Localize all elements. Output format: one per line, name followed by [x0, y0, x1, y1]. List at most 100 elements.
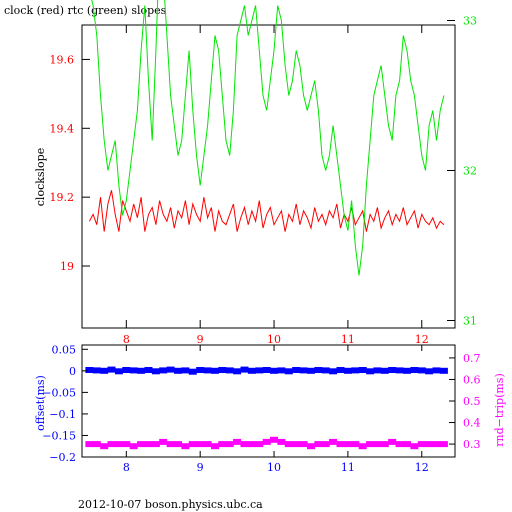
roundtrip-y2-tick-label: 0.6	[463, 373, 481, 386]
roundtrip-point	[144, 441, 153, 448]
rtc-series	[91, 0, 445, 276]
roundtrip-point	[403, 441, 411, 448]
roundtrip-point	[255, 441, 264, 448]
roundtrip-point	[100, 443, 109, 450]
roundtrip-point	[351, 441, 360, 448]
chart-title: clock (red) rtc (green) slopes	[4, 4, 167, 17]
slope-x-tick-label: 11	[341, 333, 355, 346]
slope-x-tick-label: 8	[123, 333, 130, 346]
roundtrip-point	[410, 443, 419, 450]
offset-point	[196, 367, 205, 373]
roundtrip-point	[262, 438, 271, 445]
slope-y2-tick-label: 31	[463, 315, 477, 328]
offset-point	[203, 367, 212, 374]
clock-line	[88, 190, 445, 232]
offset-y-tick-label: 0	[69, 365, 76, 378]
roundtrip-point	[247, 441, 256, 448]
offset-point	[358, 367, 367, 373]
offset-point	[395, 367, 404, 374]
offset-point	[85, 367, 94, 373]
offset-point	[425, 368, 434, 375]
offset-panel: 8 9 10 11 12 0.05 0 −0.05 −0.1 −0.15 −0.2 0.3 0.4 0.5…	[34, 343, 506, 474]
roundtrip-point	[114, 441, 123, 448]
footer-caption: 2012-10-07 boson.physics.ubc.ca	[78, 498, 263, 511]
roundtrip-point	[225, 441, 234, 448]
offset-point	[218, 367, 227, 373]
roundtrip-point	[336, 441, 345, 448]
offset-panel-ticks: 8 9 10 11 12 0.05 0 −0.05 −0.1 −0.15 −0.2 0.3 0.4 0.5…	[42, 343, 480, 474]
roundtrip-point	[395, 441, 404, 448]
offset-point	[292, 367, 301, 373]
slope-panel: 8 9 10 11 12 19 19.2 19.4 19.6 31 32 33 clockslope	[34, 0, 477, 346]
offset-point	[188, 368, 197, 375]
roundtrip-y2-tick-label: 0.3	[463, 438, 481, 451]
roundtrip-point	[417, 441, 426, 448]
offset-point	[299, 367, 308, 374]
roundtrip-point	[380, 441, 389, 448]
slope-y-tick-label: 19.2	[50, 191, 75, 204]
offset-point	[336, 367, 345, 373]
roundtrip-point	[439, 441, 448, 448]
roundtrip-point	[329, 438, 338, 445]
offset-y-tick-label: −0.2	[49, 451, 76, 464]
offset-point	[225, 367, 234, 374]
roundtrip-point	[292, 441, 301, 448]
slope-y-tick-label: 19	[60, 260, 74, 273]
offset-x-tick-label: 10	[267, 461, 281, 474]
offset-point	[174, 367, 182, 374]
roundtrip-point	[107, 441, 116, 448]
roundtrip-point	[211, 443, 219, 450]
offset-point	[417, 367, 426, 374]
roundtrip-point	[233, 438, 242, 445]
offset-point	[151, 368, 160, 375]
roundtrip-point	[181, 443, 190, 450]
offset-point	[166, 366, 175, 373]
roundtrip-point	[343, 441, 352, 448]
offset-x-tick-label: 12	[415, 461, 429, 474]
roundtrip-point	[432, 441, 441, 448]
roundtrip-point	[307, 443, 315, 450]
roundtrip-point	[373, 441, 382, 448]
roundtrip-point	[358, 443, 367, 450]
roundtrip-point	[166, 441, 175, 448]
roundtrip-point	[196, 441, 205, 448]
offset-point	[255, 367, 264, 374]
clock-series	[88, 190, 445, 232]
offset-point	[233, 368, 242, 375]
offset-point	[129, 367, 138, 374]
offset-point	[388, 367, 397, 373]
offset-point	[107, 366, 116, 373]
roundtrip-y-axis-label: rnd−trip(ms)	[493, 373, 506, 447]
slope-panel-frame	[81, 24, 456, 329]
slope-y2-tick-label: 33	[463, 15, 477, 28]
offset-point	[277, 367, 286, 374]
roundtrip-point	[277, 438, 286, 445]
roundtrip-y2-tick-label: 0.5	[463, 395, 481, 408]
offset-point	[307, 367, 315, 374]
roundtrip-point	[85, 441, 94, 448]
offset-point	[137, 367, 146, 374]
offset-point	[211, 367, 219, 374]
slope-x-tick-label: 12	[415, 333, 429, 346]
offset-point	[262, 367, 271, 373]
roundtrip-y2-tick-label: 0.4	[463, 417, 481, 430]
offset-y-tick-label: −0.15	[42, 429, 76, 442]
offset-x-tick-label: 8	[123, 461, 130, 474]
offset-y-tick-label: 0.05	[52, 343, 77, 356]
offset-point	[321, 367, 330, 374]
offset-y-tick-label: −0.05	[42, 386, 76, 399]
roundtrip-point	[425, 441, 434, 448]
rtc-line	[91, 0, 445, 276]
roundtrip-point	[270, 436, 278, 443]
offset-point	[144, 367, 153, 373]
offset-point	[92, 367, 101, 374]
roundtrip-point	[218, 441, 227, 448]
offset-point	[439, 367, 448, 374]
offset-y-tick-label: −0.1	[49, 408, 76, 421]
roundtrip-point	[151, 441, 160, 448]
offset-point	[329, 368, 338, 375]
roundtrip-point	[92, 441, 101, 448]
offset-point	[314, 367, 323, 373]
roundtrip-point	[159, 438, 168, 445]
